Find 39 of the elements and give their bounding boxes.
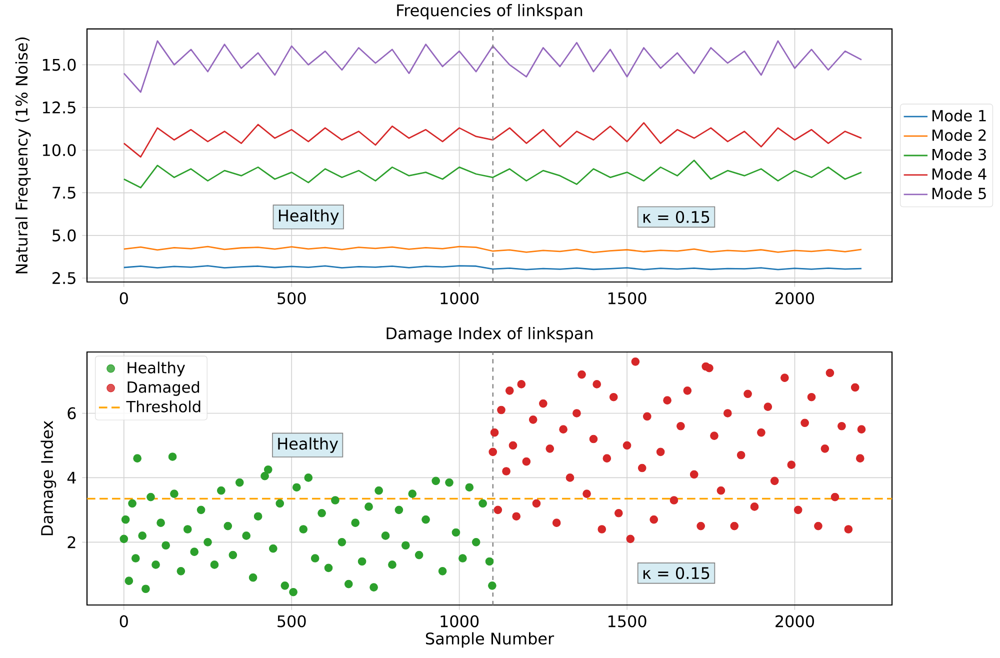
annotation: κ = 0.15 (643, 567, 710, 580)
x-tick-label: 1000 (440, 615, 479, 628)
x-tick-label: 0 (120, 292, 128, 304)
x-tick-label: 1500 (608, 292, 646, 304)
x-tick-label: 1500 (608, 615, 646, 628)
y-tick-label: 5.0 (52, 229, 76, 242)
legend-label: Mode 2 (932, 129, 986, 141)
x-tick-label: 1000 (440, 292, 479, 304)
y-tick-label: 2.5 (52, 272, 76, 284)
x-axis-title: Sample Number (426, 632, 554, 648)
annotation: κ = 0.15 (643, 210, 710, 224)
legend-label: Mode 5 (932, 187, 986, 200)
x-tick-label: 500 (278, 615, 306, 628)
x-tick-label: 2000 (776, 615, 814, 628)
y-axis-title: Damage Index (40, 420, 56, 536)
chart-title: Frequencies of linkspan (397, 4, 582, 20)
y-tick-label: 2 (68, 536, 76, 548)
line-series (123, 160, 862, 188)
y-tick-label: 10.0 (42, 144, 76, 156)
y-tick-label: 4 (67, 472, 76, 484)
y-tick-label: 15.0 (42, 58, 76, 71)
y-tick-label: 12.5 (42, 101, 76, 114)
legend-label: Threshold (126, 400, 200, 412)
y-tick-label: 7.5 (52, 186, 76, 199)
annotation: Healthy (278, 209, 339, 225)
y-axis-title: Natural Frequency (1% Noise) (15, 38, 31, 274)
chart-title: Damage Index of linkspan (386, 327, 592, 342)
x-tick-label: 500 (278, 292, 306, 304)
x-tick-label: 0 (120, 615, 128, 628)
annotation: Healthy (278, 437, 338, 453)
legend-label: Healthy (128, 362, 186, 376)
legend-label: Mode 4 (932, 168, 986, 180)
y-tick-label: 6 (68, 407, 76, 420)
legend-label: Mode 3 (932, 148, 986, 160)
x-tick-label: 2000 (776, 292, 814, 304)
legend-label: Mode 1 (932, 110, 986, 122)
legend-label: Damaged (128, 381, 200, 396)
line-series (123, 40, 862, 93)
line-series (123, 122, 862, 158)
